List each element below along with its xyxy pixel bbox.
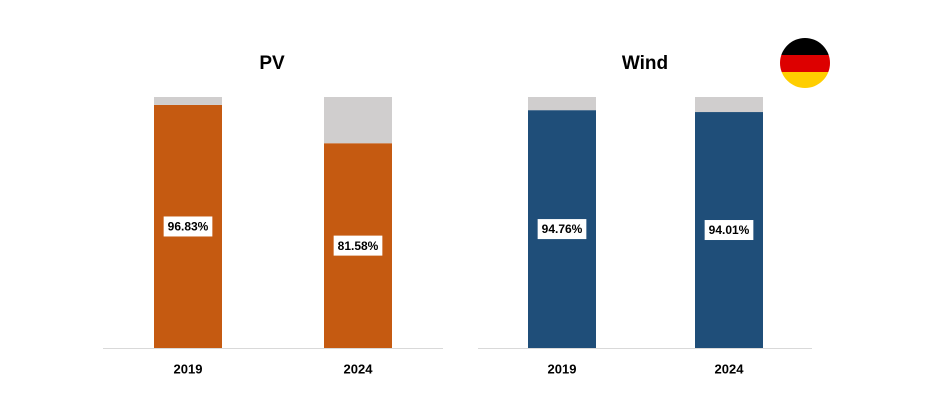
data-label: 81.58% [338,239,379,253]
data-label-box [333,235,383,256]
data-label-box [163,216,213,237]
data-label-box [537,219,587,240]
x-tick-label: 2024 [344,361,374,376]
data-label: 94.76% [542,222,583,236]
bar-segment [154,97,222,105]
chart-title: Wind [622,53,668,74]
bar-segment [528,97,596,111]
data-label: 96.83% [168,220,209,234]
x-tick-label: 2024 [715,361,745,376]
chart-title: PV [259,53,285,74]
bar-segment [695,97,763,113]
germany-flag [780,38,830,88]
x-tick-label: 2019 [548,361,577,376]
bar-segment [324,97,392,144]
data-label-box [704,220,754,241]
x-tick-label: 2019 [174,361,203,376]
data-label: 94.01% [709,223,750,237]
